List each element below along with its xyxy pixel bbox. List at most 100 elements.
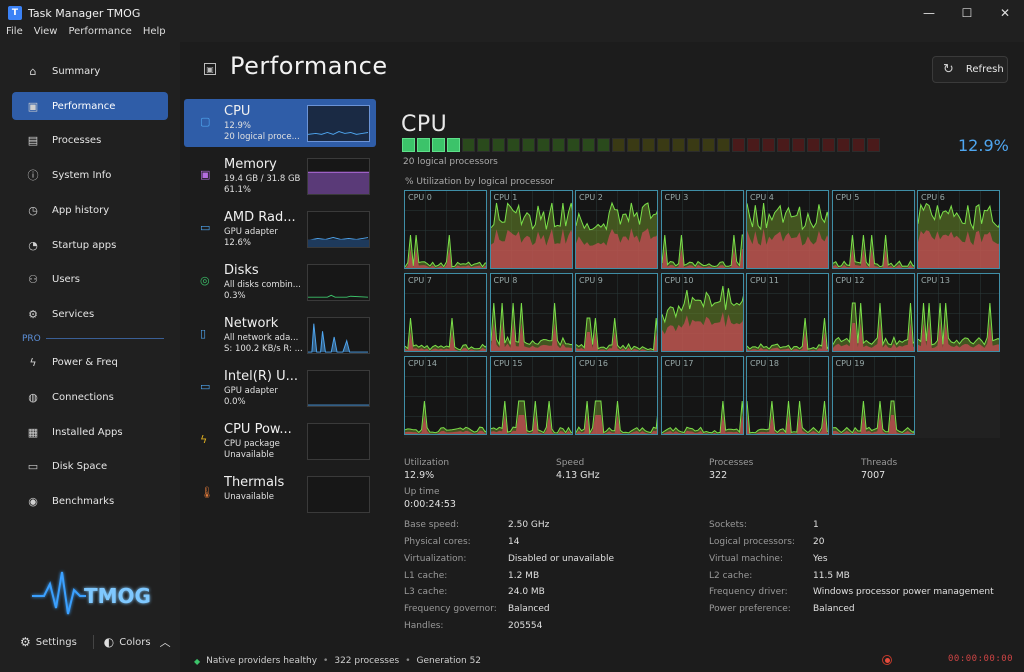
device-name: CPU Pow... [224,422,292,437]
record-button[interactable] [882,655,892,665]
cpu-core-sparkline [747,274,828,351]
device-cpu[interactable]: ▢ CPU 12.9% 20 logical proce... [184,99,376,147]
menu-file[interactable]: File [6,26,23,37]
cpu-core-label: CPU 12 [835,276,865,285]
device-network[interactable]: ▯ Network All network ada... S: 100.2 KB/s … [184,311,376,359]
usage-segment [732,138,745,152]
device-memory[interactable]: ▣ Memory 19.4 GB / 31.8 GB 61.1% [184,152,376,200]
sidebar-item-benchmarks[interactable]: ◉ Benchmarks [12,487,168,515]
l1-cache-key: L1 cache: [404,571,448,581]
thermometer-icon: 🌡 [200,486,214,499]
app-icon: T [8,6,22,20]
cpu-core-label: CPU 16 [579,359,608,368]
uptime-value: 0:00:24:53 [404,499,456,510]
usage-segment [567,138,580,152]
cpu-core-label: CPU 14 [408,359,437,368]
frequency-driver-value: Windows processor power management [813,587,994,597]
l2-cache-value: 11.5 MB [813,571,850,581]
device-name: CPU [224,104,251,119]
cpu-stats: Utilization 12.9% Speed 4.13 GHz Process… [404,458,1004,658]
sidebar-item-startup-apps[interactable]: ◔ Startup apps [12,231,168,259]
menu-help[interactable]: Help [142,26,166,37]
cpu-core-graph: CPU 0 [404,190,487,269]
refresh-button[interactable]: ↻ Refresh [932,56,1008,83]
cpu-core-graph: CPU 16 [575,356,658,435]
cpu-core-graph: CPU 7 [404,273,487,352]
sidebar-item-processes[interactable]: ▤ Processes [12,126,168,154]
device-cpu-pow[interactable]: ϟ CPU Pow... CPU package Unavailable [184,417,376,465]
usage-segment [672,138,685,152]
device-detail: 61.1% [224,185,252,195]
window-title: Task Manager TMOG [28,6,141,20]
cpu-core-label: CPU 15 [493,359,523,368]
menu-view[interactable]: View [33,26,58,37]
cpu-usage-strip [402,138,880,152]
device-sparkline [307,211,370,248]
sidebar-item-summary[interactable]: ⌂ Summary [12,57,168,85]
sidebar-item-performance[interactable]: ▣ Performance [12,92,168,120]
startup-icon: ◔ [28,238,38,252]
cpu-core-label: CPU 19 [835,359,865,368]
cpu-core-label: CPU 11 [750,276,779,285]
usage-segment [642,138,655,152]
close-button[interactable]: ✕ [999,6,1011,20]
l3-cache-key: L3 cache: [404,587,448,597]
power-preference-key: Power preference: [709,604,791,614]
device-sparkline [307,317,370,354]
status-separator: • [405,656,411,666]
process-count: 322 processes [334,656,400,666]
processes-icon: ▤ [27,133,39,147]
cpu-core-graph: CPU 2 [575,190,658,269]
cpu-icon: ▢ [200,115,211,128]
settings-button[interactable]: ⚙ Settings [20,635,77,649]
l2-cache-key: L2 cache: [709,571,753,581]
menu-performance[interactable]: Performance [68,26,132,37]
device-intel-r-u[interactable]: ▭ Intel(R) U... GPU adapter 0.0% [184,364,376,412]
handles-key: Handles: [404,621,444,631]
sidebar-item-services[interactable]: ⚙ Services [12,300,168,328]
cpu-core-label: CPU 18 [750,359,779,368]
sidebar-item-app-history[interactable]: ◷ App history [12,196,168,224]
usage-segment [582,138,595,152]
sidebar-item-system-info[interactable]: ⓘ System Info [12,161,168,189]
colors-button[interactable]: ◐ Colors ︿ [104,634,171,650]
sidebar-item-label: Services [52,308,95,320]
cpu-core-sparkline [490,191,572,268]
cpu-core-graph: CPU 1 [489,190,573,269]
device-name: Thermals [224,475,285,490]
device-detail: 12.9% [224,121,252,131]
device-name: Disks [224,263,259,278]
sidebar-item-power-freq[interactable]: ϟ Power & Freq [12,348,168,376]
cpu-core-label: CPU 7 [408,276,432,285]
processes-value: 322 [709,470,728,481]
cpu-core-sparkline [405,191,486,268]
sidebar-item-label: App history [52,204,110,216]
sidebar-item-label: Summary [52,65,101,77]
cpu-core-label: CPU 17 [664,359,694,368]
sidebar-item-connections[interactable]: ◍ Connections [12,383,168,411]
device-amd-rad[interactable]: ▭ AMD Rad... GPU adapter 12.6% [184,205,376,253]
sidebar-item-label: Benchmarks [52,495,115,507]
status-separator: • [323,656,329,666]
device-disks[interactable]: ◎ Disks All disks combin... 0.3% [184,258,376,306]
device-thermals[interactable]: 🌡 Thermals Unavailable [184,470,376,518]
wrench-icon: ⚙ [28,307,38,321]
settings-label: Settings [35,636,77,648]
minimize-button[interactable]: — [923,6,935,20]
usage-segment [597,138,610,152]
main-panel: ▣ Performance ↻ Refresh ▢ CPU 12.9% 20 logi… [180,42,1024,672]
cpu-core-sparkline [661,274,743,351]
sidebar-item-disk-space[interactable]: ▭ Disk Space [12,452,168,480]
performance-icon: ▣ [204,63,216,75]
cpu-core-label: CPU 9 [579,276,603,285]
tmog-logo: TMOG [32,571,151,615]
sidebar-item-installed-apps[interactable]: ▦ Installed Apps [12,418,168,446]
device-detail: CPU package [224,439,280,449]
sidebar-item-users[interactable]: ⚇ Users [12,265,168,293]
maximize-button[interactable]: ☐ [961,6,973,20]
status-dot-icon: ◆ [194,656,201,666]
cpu-core-graph: CPU 8 [489,273,573,352]
gear-icon: ⚙ [20,635,31,649]
sidebar-item-label: Installed Apps [52,426,123,438]
usage-segment [702,138,715,152]
